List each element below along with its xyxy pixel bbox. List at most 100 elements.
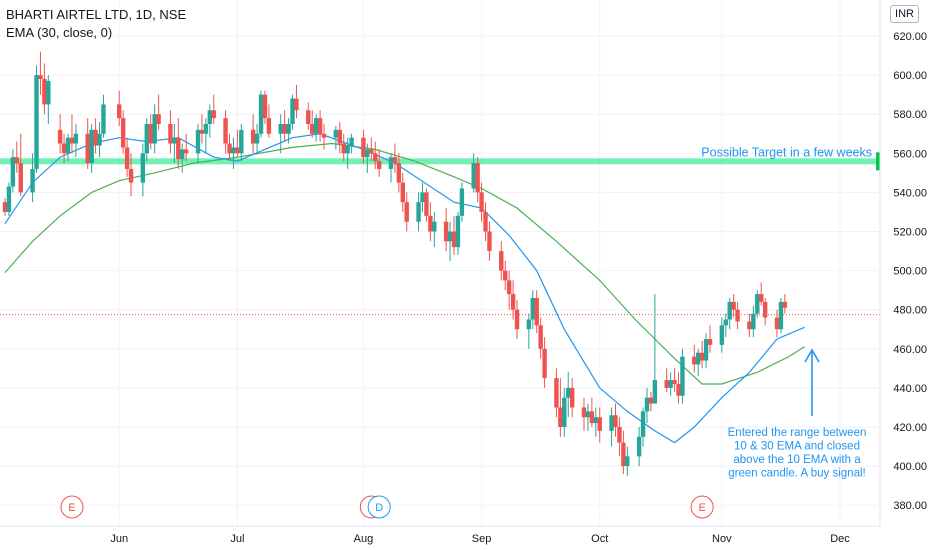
price-tick-label: 400.00 <box>893 461 927 473</box>
candle-body <box>613 415 618 427</box>
entry-note-line: green candle. A buy signal! <box>728 468 865 480</box>
candle-body <box>778 301 784 330</box>
candle-body <box>239 129 244 154</box>
time-tick-label: Nov <box>712 533 732 545</box>
candle-body <box>349 137 354 146</box>
candle-body <box>459 188 465 216</box>
candle-body <box>755 294 760 314</box>
candle-body <box>337 129 342 144</box>
entry-note-line: above the 10 EMA with a <box>733 454 861 466</box>
candle-body <box>152 114 157 144</box>
price-tick-label: 380.00 <box>893 500 927 512</box>
candle-body <box>514 309 520 330</box>
candle-body <box>475 163 480 193</box>
candle-body <box>306 110 311 124</box>
event-marker-label: E <box>698 502 705 514</box>
candle-body <box>558 407 563 427</box>
candle-body <box>321 133 327 138</box>
candle-body <box>89 129 94 164</box>
candle-body <box>396 163 402 183</box>
candle-body <box>668 380 673 388</box>
ema-10-path <box>4 133 805 444</box>
candle-body <box>317 118 323 134</box>
candle-body <box>294 98 299 111</box>
entry-note-line: 10 & 30 EMA and closed <box>734 441 860 453</box>
candle-body <box>676 383 681 396</box>
candle-body <box>120 118 126 148</box>
candle-body <box>680 356 685 396</box>
candle-body <box>566 387 571 398</box>
ema-30-line <box>4 142 805 385</box>
candle-body <box>361 137 366 158</box>
candle-body <box>747 321 752 330</box>
candle-body <box>369 149 374 154</box>
price-tick-label: 620.00 <box>893 31 927 43</box>
candle-body <box>223 118 228 144</box>
candle-body <box>471 163 476 189</box>
candle-body <box>762 301 768 318</box>
ema-10-line <box>4 133 805 444</box>
time-tick-label: Sep <box>472 533 492 545</box>
candle-body <box>538 325 543 349</box>
candle-body <box>443 221 449 242</box>
price-tick-label: 460.00 <box>893 344 927 356</box>
candle-body <box>782 301 788 308</box>
candle-body <box>735 309 740 322</box>
candle-body <box>400 182 406 203</box>
target-band <box>0 158 880 165</box>
candle-body <box>392 157 398 164</box>
candle-body <box>703 339 709 361</box>
candle-body <box>211 110 216 119</box>
price-tick-label: 420.00 <box>893 422 927 434</box>
candle-body <box>487 231 492 252</box>
candle-body <box>719 325 725 345</box>
candle-body <box>30 168 35 193</box>
candle-body <box>117 104 122 119</box>
candle-body <box>373 153 378 162</box>
price-tick-label: 440.00 <box>893 383 927 395</box>
price-tick-label: 520.00 <box>893 227 927 239</box>
candle-body <box>156 114 161 124</box>
candle-body <box>699 352 705 361</box>
candle-body <box>61 143 67 154</box>
candle-body <box>609 415 614 431</box>
indicator-legend[interactable]: EMA (30, close, 0) <box>6 25 113 40</box>
candle-body <box>365 149 370 158</box>
time-tick-label: Aug <box>354 533 374 545</box>
arrow-head <box>804 348 820 363</box>
candle-body <box>310 123 315 134</box>
chart-title: BHARTI AIRTEL LTD, 1D, NSE <box>6 7 187 22</box>
candle-body <box>447 231 453 242</box>
event-marker-label: D <box>375 502 383 514</box>
candle-body <box>250 129 256 144</box>
candle-body <box>581 407 587 418</box>
event-markers: EEDE <box>60 495 714 519</box>
earnings-marker[interactable] <box>690 495 714 519</box>
price-tick-label: 500.00 <box>893 266 927 278</box>
candle-body <box>101 104 106 134</box>
currency-button[interactable]: INR <box>890 5 919 23</box>
candle-body <box>313 118 319 134</box>
earnings-marker[interactable] <box>60 495 84 519</box>
candle-body <box>278 123 283 134</box>
candle-body <box>506 280 512 295</box>
candle-body <box>266 118 272 134</box>
dividend-marker[interactable] <box>367 495 391 519</box>
candle-body <box>183 149 189 154</box>
event-marker-label: E <box>68 502 75 514</box>
candle-body <box>621 442 626 467</box>
candle-body <box>479 192 484 212</box>
candle-body <box>235 147 240 154</box>
candle-body <box>569 387 575 408</box>
candle-body <box>585 411 591 418</box>
candles <box>2 51 788 476</box>
price-tick-label: 600.00 <box>893 70 927 82</box>
candle-body <box>589 411 595 424</box>
candle-body <box>290 98 295 124</box>
candle-body <box>172 137 177 144</box>
time-tick-label: Dec <box>830 533 850 545</box>
candle-body <box>707 339 713 345</box>
price-axis-bg <box>880 0 932 550</box>
candle-body <box>231 147 236 154</box>
